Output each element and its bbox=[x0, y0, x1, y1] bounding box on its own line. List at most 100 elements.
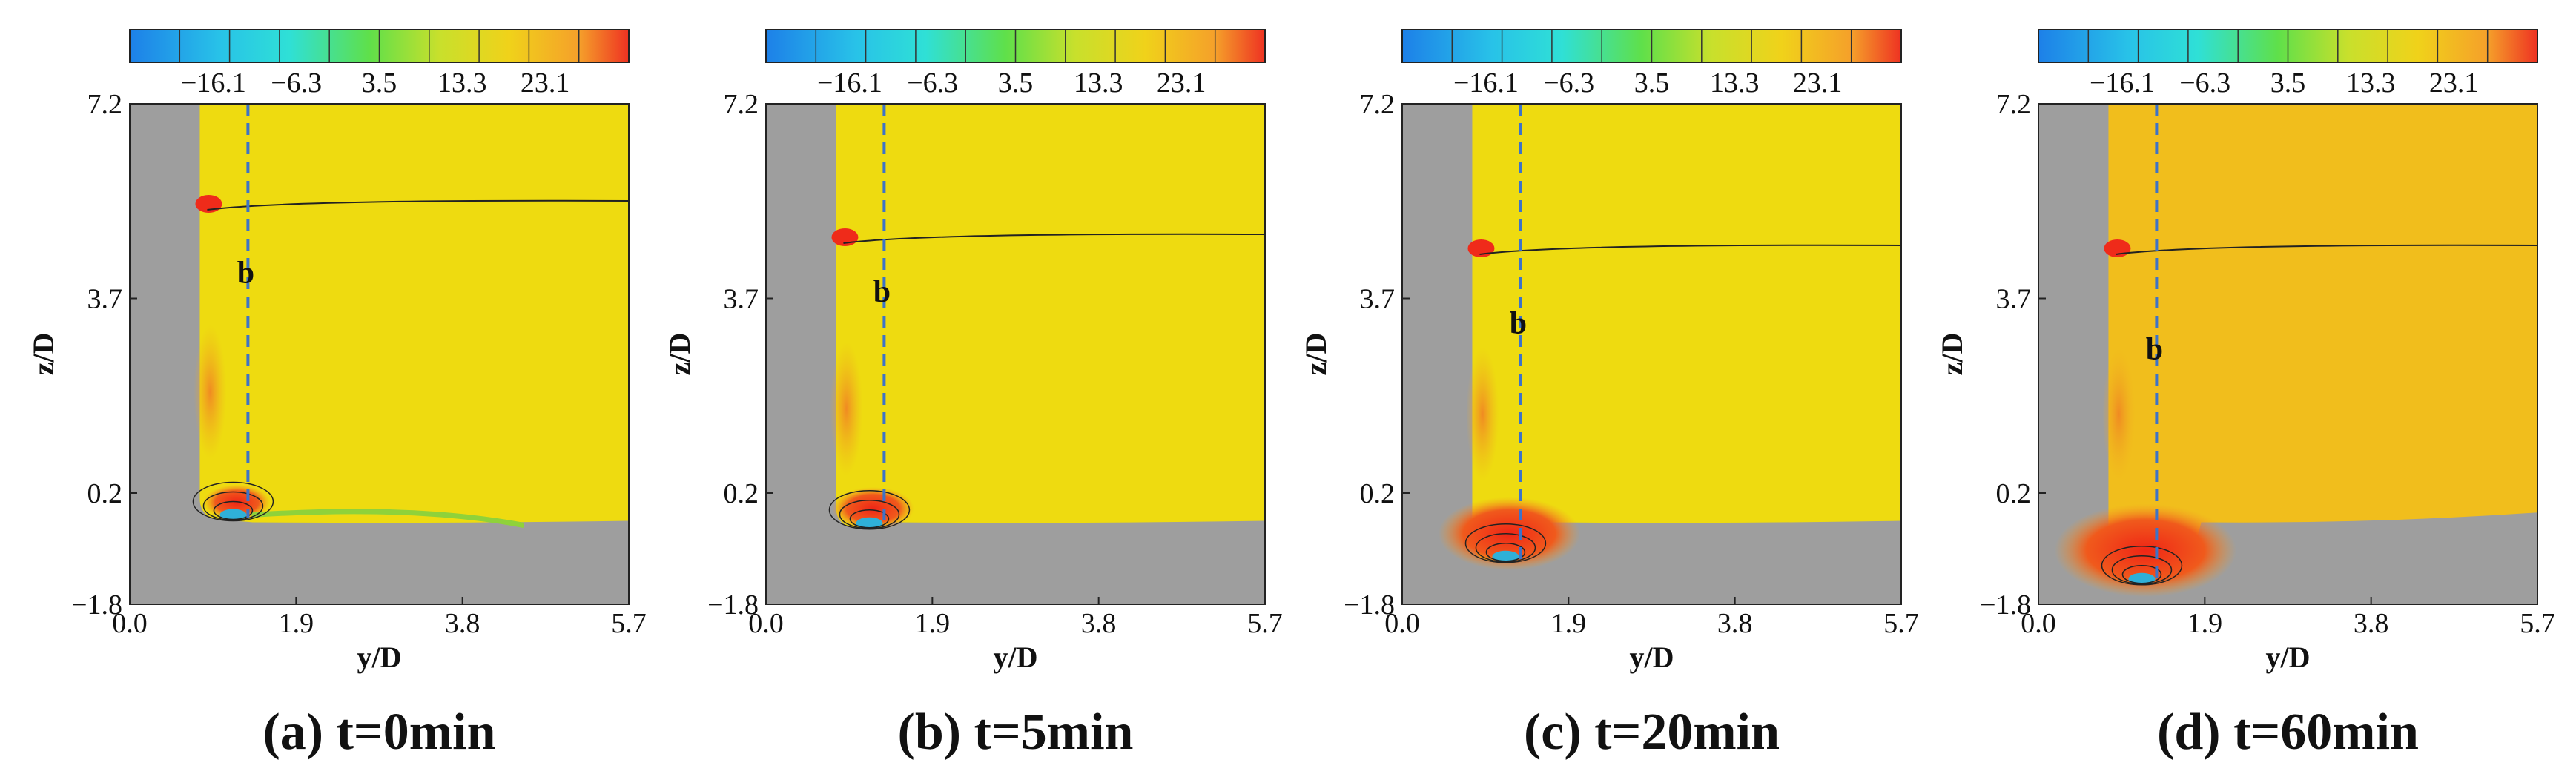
colorbar: −16.1 −6.3 3.5 13.3 23.1 bbox=[765, 29, 1266, 99]
colorbar-tick-label: −6.3 bbox=[2179, 67, 2230, 99]
y-tick-label: 7.2 bbox=[1996, 89, 2032, 120]
colorbar-tick-label: −16.1 bbox=[817, 67, 882, 99]
field-region bbox=[1402, 104, 1901, 604]
x-axis-title: y/D bbox=[994, 641, 1038, 674]
y-tick-label: −1.8 bbox=[1980, 589, 2031, 621]
colorbar-tick-label: 23.1 bbox=[1157, 67, 1206, 99]
y-tick-label: 7.2 bbox=[87, 89, 123, 120]
scour-contour bbox=[1485, 543, 1526, 562]
scour-contour bbox=[192, 481, 274, 522]
field-region bbox=[2038, 104, 2537, 604]
marker-label-b: b bbox=[873, 275, 891, 309]
x-tick-label: 3.8 bbox=[1717, 608, 1753, 639]
scour-contour bbox=[202, 491, 264, 521]
scour-contour bbox=[2101, 546, 2183, 586]
y-tick-label: 0.2 bbox=[724, 478, 759, 509]
colorbar-tick-label: −16.1 bbox=[1453, 67, 1519, 99]
panel-caption: (c) t=20min bbox=[1524, 704, 1780, 761]
high-value-zone bbox=[832, 486, 914, 530]
x-tick-label: 5.7 bbox=[611, 608, 647, 639]
y-tick-label: 3.7 bbox=[1996, 284, 2032, 315]
field-region bbox=[130, 104, 629, 604]
y-tick-label: 7.2 bbox=[1360, 89, 1396, 120]
high-value-zone bbox=[2054, 503, 2237, 597]
low-value-spot bbox=[856, 517, 883, 529]
y-tick-label: 0.2 bbox=[1996, 478, 2032, 509]
colorbar-tick-label: −16.1 bbox=[181, 67, 246, 99]
y-tick-label: −1.8 bbox=[707, 589, 759, 621]
y-axis-title: z/D bbox=[27, 333, 60, 376]
free-surface-contour bbox=[1479, 244, 1901, 255]
colorbar-tick-label: −6.3 bbox=[271, 67, 322, 99]
panel-b: −16.1 −6.3 3.5 13.3 23.1 b 0.0 1.9 3.8 5.7 7.2 3.7 0… bbox=[663, 29, 1283, 761]
scour-contour bbox=[213, 500, 254, 520]
panel-d: −16.1 −6.3 3.5 13.3 23.1 b 0.0 1.9 3.8 5.7 7.2 3.7 0… bbox=[1935, 29, 2555, 761]
colorbar-tick-label: −16.1 bbox=[2090, 67, 2155, 99]
warm-band bbox=[194, 325, 227, 459]
y-tick-label: −1.8 bbox=[1344, 589, 1395, 621]
colorbar: −16.1 −6.3 3.5 13.3 23.1 bbox=[2038, 29, 2538, 99]
bed-shear-band bbox=[251, 509, 524, 528]
panel-caption: (a) t=0min bbox=[262, 704, 495, 761]
x-tick-label: 1.9 bbox=[915, 608, 951, 639]
colorbar-tick-label: 23.1 bbox=[2429, 67, 2479, 99]
y-tick-label: 3.7 bbox=[87, 284, 123, 315]
y-tick-label: 3.7 bbox=[1360, 284, 1396, 315]
x-tick-label: 3.8 bbox=[445, 608, 480, 639]
x-tick-label: 1.9 bbox=[279, 608, 314, 639]
warm-band bbox=[2102, 347, 2136, 481]
scour-contour bbox=[849, 509, 890, 529]
plot-frame bbox=[129, 103, 630, 605]
scour-contour bbox=[839, 500, 900, 529]
colorbar: −16.1 −6.3 3.5 13.3 23.1 bbox=[129, 29, 630, 99]
x-axis-title: y/D bbox=[2266, 641, 2311, 674]
y-tick-label: −1.8 bbox=[71, 589, 122, 621]
x-tick-label: 3.8 bbox=[1081, 608, 1117, 639]
warm-band bbox=[1466, 347, 1499, 481]
colorbar-tick-label: 23.1 bbox=[521, 67, 570, 99]
fluid-region bbox=[1472, 104, 1901, 563]
colorbar-tick-label: 23.1 bbox=[1793, 67, 1843, 99]
y-tick-label: 0.2 bbox=[1360, 478, 1396, 509]
x-tick-label: 0.0 bbox=[112, 608, 148, 639]
panel-a: −16.1 −6.3 3.5 13.3 23.1 b 0.0 1.9 3.8 5.7 7.2 3.7 0… bbox=[27, 29, 647, 761]
fluid-region bbox=[2108, 104, 2537, 585]
colorbar-tick-label: −6.3 bbox=[907, 67, 958, 99]
colorbar-tick-label: −6.3 bbox=[1543, 67, 1594, 99]
x-tick-label: 3.8 bbox=[2354, 608, 2389, 639]
colorbar-tick-label: 3.5 bbox=[362, 67, 397, 99]
y-axis-title: z/D bbox=[1299, 333, 1332, 376]
marker-label-b: b bbox=[237, 256, 254, 290]
free-surface-contour bbox=[2116, 244, 2537, 255]
low-value-spot bbox=[219, 509, 247, 521]
scour-contour bbox=[828, 490, 911, 530]
warm-band bbox=[830, 342, 863, 476]
plot-frame bbox=[765, 103, 1266, 605]
colorbar: −16.1 −6.3 3.5 13.3 23.1 bbox=[1401, 29, 1902, 99]
plot-frame bbox=[2038, 103, 2538, 605]
x-tick-label: 5.7 bbox=[1883, 608, 1919, 639]
panel-caption: (b) t=5min bbox=[898, 704, 1134, 761]
scour-contour bbox=[2111, 555, 2173, 585]
field-region bbox=[766, 104, 1265, 604]
y-axis-title: z/D bbox=[663, 333, 696, 376]
plot-frame bbox=[1401, 103, 1902, 605]
marker-label-b: b bbox=[2146, 332, 2163, 366]
free-surface-contour bbox=[843, 233, 1265, 244]
x-tick-label: 0.0 bbox=[2021, 608, 2056, 639]
colorbar-tick-label: 13.3 bbox=[1074, 67, 1123, 99]
x-tick-label: 5.7 bbox=[1247, 608, 1283, 639]
x-axis-title: y/D bbox=[357, 641, 402, 674]
x-axis-title: y/D bbox=[1630, 641, 1674, 674]
low-value-spot bbox=[2128, 572, 2156, 585]
x-tick-label: 5.7 bbox=[2520, 608, 2555, 639]
scour-contour bbox=[2121, 565, 2162, 584]
y-axis-title: z/D bbox=[1935, 333, 1969, 376]
y-tick-label: 7.2 bbox=[724, 89, 759, 120]
colorbar-tick-label: 3.5 bbox=[2270, 67, 2306, 99]
panel-c: −16.1 −6.3 3.5 13.3 23.1 b 0.0 1.9 3.8 5.7 7.2 3.7 0… bbox=[1299, 29, 1919, 761]
free-surface-contour bbox=[207, 199, 629, 211]
fluid-region bbox=[836, 104, 1265, 529]
y-tick-label: 3.7 bbox=[724, 284, 759, 315]
